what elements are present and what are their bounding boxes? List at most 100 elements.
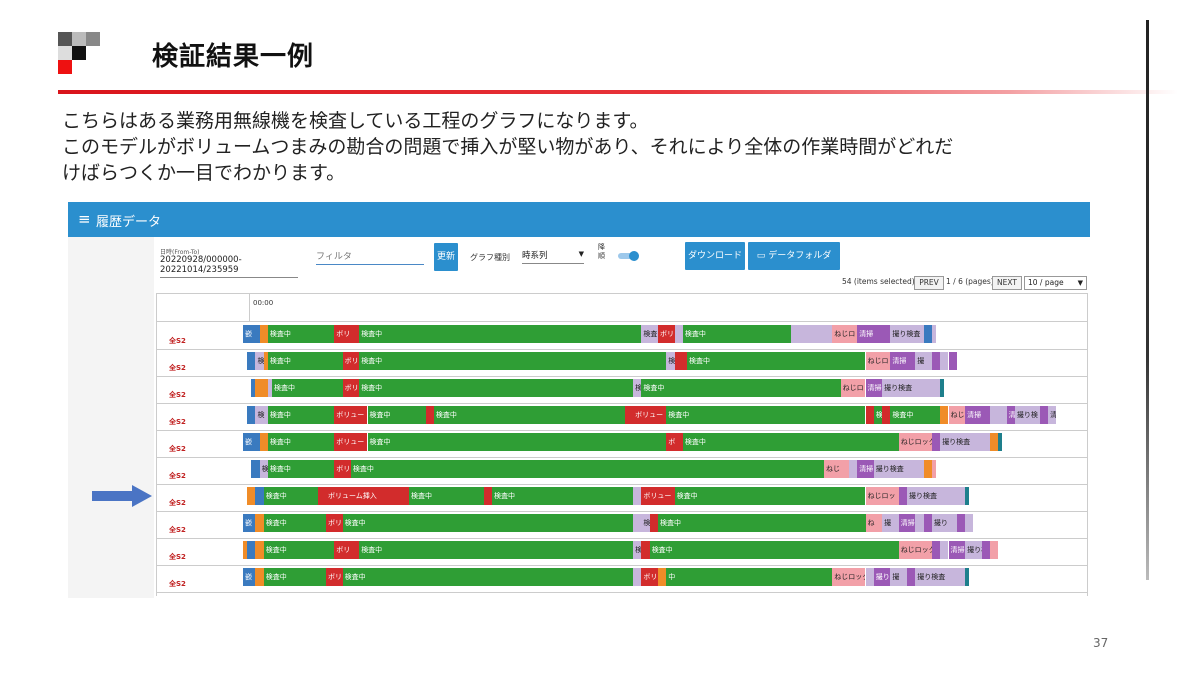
body-line: こちらはある業務用無線機を検査している工程のグラフになります。 xyxy=(62,110,649,132)
timeline-segment: 検査中 xyxy=(890,406,941,424)
timeline-segment: 撮り xyxy=(931,514,957,532)
row-label[interactable]: 全S2 xyxy=(169,472,186,480)
timeline-segment xyxy=(624,406,634,424)
timeline-segment: 検査中 xyxy=(263,568,326,586)
slide-title: 検証結果一例 xyxy=(152,42,315,72)
timeline-segment xyxy=(1039,406,1049,424)
timeline-segment: 嵌 xyxy=(243,433,260,451)
row-label[interactable]: 全S2 xyxy=(169,580,186,588)
timeline-segment xyxy=(940,541,949,559)
hamburger-icon[interactable]: ≡ xyxy=(78,210,91,228)
timeline-segment: 検査中 xyxy=(658,514,866,532)
timeline-segment xyxy=(915,514,924,532)
timeline-segment: 検査中 xyxy=(267,433,335,451)
timeline-segment xyxy=(882,406,891,424)
timeline-segment xyxy=(641,541,650,559)
slide-side-bar xyxy=(1146,20,1149,580)
timeline-segment: 検 xyxy=(633,379,642,397)
row-label[interactable]: 全S2 xyxy=(169,499,186,507)
timeline-segment xyxy=(865,406,874,424)
timeline-segment: ボ xyxy=(666,433,683,451)
graph-type-label: グラフ種別 xyxy=(470,253,510,262)
page-info: 1 / 6 (pages) xyxy=(946,277,994,286)
row-label[interactable]: 全S2 xyxy=(169,445,186,453)
timeline-segment: ねじロック xyxy=(832,568,866,586)
timeline-segment: ボリュー xyxy=(334,433,368,451)
next-button[interactable]: NEXT xyxy=(992,276,1022,290)
timeline-segment xyxy=(998,433,1003,451)
row-label[interactable]: 全S2 xyxy=(169,364,186,372)
timeline-segment: ねじ xyxy=(824,460,849,478)
timeline-segment: 清掃 xyxy=(857,460,874,478)
per-page-select[interactable]: 10 / page ▼ xyxy=(1024,276,1087,290)
timeline-segment xyxy=(931,352,941,370)
sidebar xyxy=(68,237,154,598)
timeline-segment: 検査中 xyxy=(267,406,335,424)
body-line: けばらつくか一目でわかります。 xyxy=(62,162,346,184)
timeline-segment xyxy=(633,568,642,586)
timeline-segment: 撮り検査 xyxy=(873,460,924,478)
date-range-input[interactable]: 20220928/000000-20221014/235959 xyxy=(160,255,298,278)
timeline-segment xyxy=(907,568,916,586)
timeline-segment xyxy=(259,433,268,451)
arrow-right-icon xyxy=(92,485,152,507)
timeline-segment xyxy=(848,460,858,478)
download-button[interactable]: ダウンロード xyxy=(685,242,745,270)
timeline-segment: 検査中 xyxy=(367,433,667,451)
timeline-segment xyxy=(931,433,941,451)
timeline-segment: 嵌 xyxy=(243,325,260,343)
timeline-row: 全S2嵌検査中ボリ検査中ボリュー中ねじロック撮り撮撮り検査 xyxy=(157,565,1087,593)
timeline-segment: 検査中 xyxy=(359,541,634,559)
row-label[interactable]: 全S2 xyxy=(169,391,186,399)
timeline-segment: 撮 xyxy=(915,352,932,370)
timeline-segment xyxy=(965,514,974,532)
timeline-segment: ねじロック xyxy=(898,541,932,559)
timeline-segment: 検査中 xyxy=(263,514,326,532)
row-label[interactable]: 全S2 xyxy=(169,526,186,534)
timeline-segment xyxy=(247,541,256,559)
filter-input[interactable] xyxy=(316,252,424,265)
timeline-segment xyxy=(923,325,932,343)
timeline-segment: 検 xyxy=(666,352,675,370)
timeline-segment xyxy=(674,568,833,586)
timeline-segment: 検査中 xyxy=(359,379,634,397)
timeline-segment xyxy=(425,406,434,424)
timeline-segment xyxy=(940,379,945,397)
sort-order-label: 降順 xyxy=(598,243,605,260)
timeline-segment xyxy=(243,541,248,559)
chevron-down-icon: ▼ xyxy=(1077,279,1083,287)
row-label[interactable]: 全S2 xyxy=(169,418,186,426)
graph-type-select[interactable]: 時系列 ▼ xyxy=(522,249,584,264)
timeline-segment xyxy=(990,406,1007,424)
toggle-knob xyxy=(629,251,639,261)
update-button[interactable]: 更新 xyxy=(434,243,458,271)
timeline-segment: 撮 xyxy=(882,514,899,532)
sort-toggle[interactable] xyxy=(618,251,640,261)
timeline-segment: ボリュー xyxy=(641,568,658,586)
timeline-segment: 検査中 xyxy=(342,568,634,586)
timeline-segment xyxy=(923,460,932,478)
timeline-segment: 撮り検査 xyxy=(915,568,966,586)
timeline-segment xyxy=(255,541,264,559)
timeline-segment xyxy=(255,487,264,505)
timeline-segment xyxy=(658,568,667,586)
timeline-segment: ボリュー xyxy=(641,487,675,505)
row-label[interactable]: 全S2 xyxy=(169,553,186,561)
timeline-segment: 検査中 xyxy=(687,352,866,370)
logo-icon xyxy=(58,32,106,80)
timeline-segment: 撮 xyxy=(890,568,907,586)
timeline-segment: ボリュー xyxy=(334,406,368,424)
prev-button[interactable]: PREV xyxy=(914,276,944,290)
data-folder-button[interactable]: ▭ データフォルダ xyxy=(748,242,840,270)
app-title: 履歴データ xyxy=(96,215,162,230)
timeline-segment xyxy=(790,325,833,343)
timeline-segment xyxy=(247,406,256,424)
timeline-segment: 検査 xyxy=(641,325,658,343)
timeline-segment xyxy=(247,487,256,505)
timeline-segment: 清 xyxy=(1048,406,1057,424)
timeline-segment: ボリ xyxy=(342,352,360,370)
timeline-segment: 検査中 xyxy=(342,514,634,532)
folder-icon: ▭ xyxy=(756,251,766,261)
timeline-segment xyxy=(255,514,264,532)
row-label[interactable]: 全S2 xyxy=(169,337,186,345)
